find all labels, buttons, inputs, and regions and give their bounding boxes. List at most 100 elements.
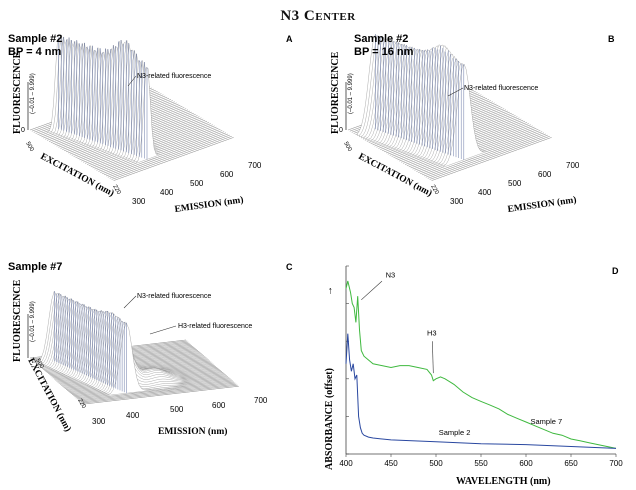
annotation-leader	[361, 280, 383, 301]
panel-a: Sample #2 BP = 4 nm A FLUORESCENCE (–0.0…	[0, 30, 318, 230]
sample-label: Sample #2	[8, 33, 62, 45]
series-sample-7	[345, 280, 617, 449]
y-axis-label: ABSORBANCE (offset)	[324, 368, 335, 470]
x-tick-label: 500	[429, 459, 443, 468]
z-range-label: (–0.01 – 9.999)	[30, 73, 36, 114]
z-range-label: (–0.01 – 9.999)	[30, 301, 36, 342]
surface-plot-c	[29, 290, 239, 405]
emission-tick-700: 700	[254, 396, 268, 405]
surface-slice	[103, 67, 225, 176]
excitation-tick-220: 220	[111, 184, 122, 196]
panel-b: Sample #2 BP = 16 nm B FLUORESCENCE (–0.…	[318, 30, 636, 230]
panel-letter: A	[286, 34, 293, 44]
surface-slice	[96, 53, 217, 171]
z-axis-label: FLUORESCENCE	[330, 51, 341, 134]
emission-tick-600: 600	[212, 401, 226, 410]
panel-letter: C	[286, 262, 293, 272]
emission-tick-700: 700	[248, 161, 262, 170]
x-tick-label: 450	[384, 459, 398, 468]
surface-slice	[76, 322, 233, 400]
surface-slice	[423, 132, 545, 177]
x-tick-label: 400	[339, 459, 353, 468]
z-zero-tick: 0	[21, 127, 25, 134]
emission-tick-500: 500	[190, 179, 204, 188]
surface-slice	[102, 62, 223, 174]
surface-slice	[109, 134, 230, 179]
annotation-n3: N3-related fluorescence	[137, 73, 211, 80]
annotation-h3: H3-related fluorescence	[178, 323, 252, 330]
emission-tick-300: 300	[132, 197, 146, 206]
surface-slice	[107, 133, 229, 178]
surface-slice	[431, 137, 552, 181]
z-range-label: (–0.01 – 9.999)	[348, 73, 354, 114]
surface-plot-b	[347, 33, 552, 181]
surface-slice	[427, 134, 548, 179]
annotation-leader-h3	[149, 325, 177, 335]
panel-a-chart: Sample #2 BP = 4 nm A FLUORESCENCE (–0.0…	[8, 33, 293, 215]
annotation-leader	[123, 295, 137, 309]
surface-slice	[429, 136, 550, 180]
surface-slice	[80, 383, 237, 403]
annotation-h3: H3	[427, 329, 437, 338]
emission-tick-300: 300	[450, 197, 464, 206]
bp-label: BP = 16 nm	[354, 46, 414, 58]
panel-d: D ABSORBANCE (offset) → WAVELENGTH (nm) …	[318, 258, 636, 490]
surface-slice	[100, 60, 221, 173]
surface-slice	[92, 49, 213, 169]
excitation-tick-220: 220	[76, 398, 87, 410]
x-tick-label: 600	[519, 459, 533, 468]
surface-plot-a	[29, 34, 234, 181]
annotation-n3: N3	[386, 270, 396, 279]
annotation-n3: N3-related fluorescence	[464, 85, 538, 92]
y-axis-arrow: →	[324, 286, 335, 296]
z-axis-label: FLUORESCENCE	[12, 51, 23, 134]
surface-slice	[75, 321, 232, 399]
excitation-tick-500: 500	[34, 358, 45, 370]
series-label: Sample 2	[439, 428, 471, 437]
panel-letter: B	[608, 34, 615, 44]
annotation-leader	[432, 341, 434, 374]
surface-slice	[81, 384, 238, 404]
excitation-tick-500: 500	[342, 141, 353, 153]
emission-tick-500: 500	[508, 179, 522, 188]
y-axis-label: EMISSION (nm)	[158, 426, 227, 437]
sample-label: Sample #2	[354, 33, 408, 45]
figure-title: N3 Center	[280, 8, 356, 24]
series-sample-2	[345, 333, 617, 449]
surface-slice	[421, 63, 543, 176]
emission-tick-400: 400	[478, 188, 492, 197]
z-zero-tick: 0	[339, 127, 343, 134]
surface-slice	[94, 50, 215, 170]
panel-b-chart: Sample #2 BP = 16 nm B FLUORESCENCE (–0.…	[330, 33, 615, 215]
emission-tick-400: 400	[126, 411, 140, 420]
emission-tick-300: 300	[92, 417, 106, 426]
annotation-n3: N3-related fluorescence	[137, 293, 211, 300]
x-tick-label: 650	[564, 459, 578, 468]
excitation-tick-220: 220	[429, 184, 440, 196]
panel-letter: D	[612, 266, 619, 276]
y-axis-label: EMISSION (nm)	[174, 194, 244, 215]
z-axis-label: FLUORESCENCE	[12, 279, 23, 362]
annotation-leader	[127, 75, 137, 87]
surface-slice	[79, 382, 236, 402]
x-tick-label: 700	[609, 459, 623, 468]
surface-slice	[82, 386, 239, 405]
series-label: Sample 7	[531, 417, 563, 426]
panel-c: Sample #7 C FLUORESCENCE (–0.01 – 9.999)…	[0, 258, 318, 458]
emission-tick-600: 600	[220, 170, 234, 179]
emission-tick-600: 600	[538, 170, 552, 179]
excitation-tick-500: 500	[24, 141, 35, 153]
surface-slice	[425, 133, 547, 178]
y-axis-label: EMISSION (nm)	[507, 194, 577, 215]
emission-tick-400: 400	[160, 188, 174, 197]
emission-tick-700: 700	[566, 161, 580, 170]
panel-c-chart: Sample #7 C FLUORESCENCE (–0.01 – 9.999)…	[8, 261, 293, 437]
bp-label: BP = 4 nm	[8, 46, 62, 58]
panel-d-chart: D ABSORBANCE (offset) → WAVELENGTH (nm) …	[324, 265, 623, 487]
surface-slice	[98, 60, 219, 172]
emission-tick-500: 500	[170, 405, 184, 414]
sample-label: Sample #7	[8, 261, 62, 273]
surface-slice	[113, 137, 234, 181]
surface-slice	[77, 381, 235, 401]
annotation-leader	[447, 87, 464, 97]
